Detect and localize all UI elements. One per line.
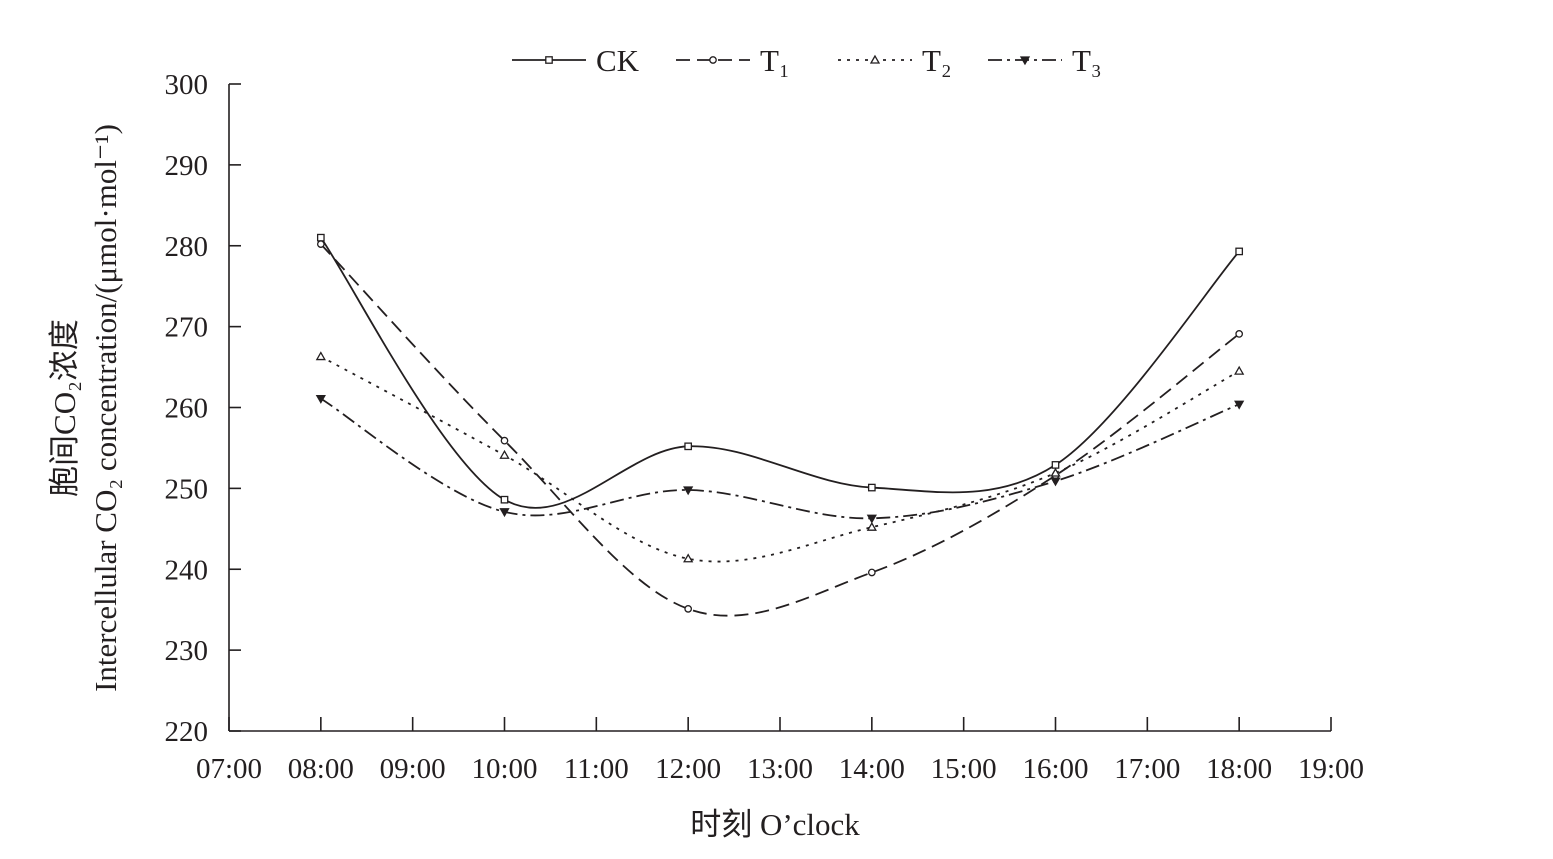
y-tick-label: 220 bbox=[165, 716, 209, 748]
data-point-series-3-2 bbox=[683, 486, 694, 496]
y-tick-label: 280 bbox=[165, 231, 209, 263]
x-tick-label: 13:00 bbox=[747, 753, 813, 785]
legend-label-1: T₁ bbox=[760, 43, 790, 78]
series-2 bbox=[315, 351, 1245, 563]
x-tick-label: 08:00 bbox=[288, 753, 354, 785]
data-point-series-0-4 bbox=[1051, 461, 1060, 469]
y-axis-title-chinese: 胞间CO₂浓度 bbox=[47, 319, 82, 497]
y-axis-title-english: Intercellular CO₂ concentration/(μmol·mo… bbox=[88, 124, 123, 692]
legend-label-2: T₂ bbox=[922, 43, 952, 78]
x-tick-label: 14:00 bbox=[839, 753, 905, 785]
x-tick-label: 18:00 bbox=[1206, 753, 1272, 785]
legend: CK T₁ T₂ T₃ bbox=[512, 43, 1102, 78]
x-tick-label: 19:00 bbox=[1298, 753, 1364, 785]
data-point-series-3-0 bbox=[315, 394, 326, 404]
x-tick-label: 09:00 bbox=[380, 753, 446, 785]
legend-item-1: T₁ bbox=[676, 43, 790, 78]
series-0 bbox=[316, 233, 1244, 509]
y-tick-label: 270 bbox=[165, 312, 209, 344]
data-point-series-0-0 bbox=[316, 233, 325, 242]
series-line-3 bbox=[320, 397, 1240, 520]
data-point-series-2-1 bbox=[499, 449, 510, 459]
y-tick-label: 300 bbox=[165, 69, 209, 101]
data-point-series-3-5 bbox=[1234, 400, 1245, 410]
legend-swatch-marker-1 bbox=[709, 56, 717, 64]
data-point-series-2-4 bbox=[1050, 467, 1061, 477]
legend-label-3: T₃ bbox=[1072, 43, 1102, 78]
data-point-series-2-3 bbox=[866, 521, 877, 531]
series-line-2 bbox=[320, 355, 1240, 563]
data-point-series-1-3 bbox=[867, 568, 876, 577]
x-tick-label: 11:00 bbox=[564, 753, 629, 785]
legend-item-3: T₃ bbox=[988, 43, 1102, 78]
data-point-series-1-5 bbox=[1235, 330, 1244, 338]
data-point-series-2-2 bbox=[683, 553, 694, 563]
legend-label-0: CK bbox=[596, 43, 640, 78]
legend-item-2: T₂ bbox=[838, 43, 952, 78]
x-tick-label: 12:00 bbox=[655, 753, 721, 785]
x-tick-label: 17:00 bbox=[1114, 753, 1180, 785]
data-point-series-3-1 bbox=[499, 508, 510, 518]
series-line-0 bbox=[320, 237, 1240, 509]
data-point-series-0-2 bbox=[684, 442, 693, 451]
y-tick-label: 230 bbox=[165, 635, 209, 667]
series-3 bbox=[315, 394, 1245, 524]
data-point-series-1-1 bbox=[500, 436, 509, 445]
data-point-series-2-0 bbox=[315, 351, 326, 361]
legend-swatch-marker-2 bbox=[869, 54, 881, 64]
data-point-series-0-3 bbox=[867, 483, 876, 492]
series-1 bbox=[316, 240, 1244, 617]
x-tick-label: 16:00 bbox=[1022, 753, 1088, 785]
axes: 220 230 240 250 260 270 280 290 300 07:00 08:00 09:… bbox=[165, 69, 1365, 785]
x-tick-label: 07:00 bbox=[196, 753, 262, 785]
x-axis-title: 时刻 O’clock bbox=[690, 807, 860, 842]
series-line-1 bbox=[320, 243, 1240, 617]
y-tick-label: 240 bbox=[165, 554, 209, 586]
y-tick-label: 260 bbox=[165, 393, 209, 425]
series-group bbox=[315, 233, 1245, 617]
y-tick-label: 290 bbox=[165, 150, 209, 182]
legend-swatch-marker-3 bbox=[1019, 56, 1031, 66]
x-tick-label: 15:00 bbox=[931, 753, 997, 785]
data-point-series-2-5 bbox=[1234, 365, 1245, 375]
legend-swatch-marker-0 bbox=[545, 56, 553, 64]
data-point-series-1-2 bbox=[684, 605, 693, 613]
data-point-series-1-0 bbox=[316, 240, 325, 248]
legend-item-0: CK bbox=[512, 43, 640, 78]
data-point-series-0-1 bbox=[500, 495, 509, 504]
data-point-series-0-5 bbox=[1235, 247, 1244, 256]
x-tick-label: 10:00 bbox=[471, 753, 537, 785]
y-tick-label: 250 bbox=[165, 473, 209, 505]
data-point-series-3-3 bbox=[866, 514, 877, 524]
data-point-series-3-4 bbox=[1050, 477, 1061, 487]
